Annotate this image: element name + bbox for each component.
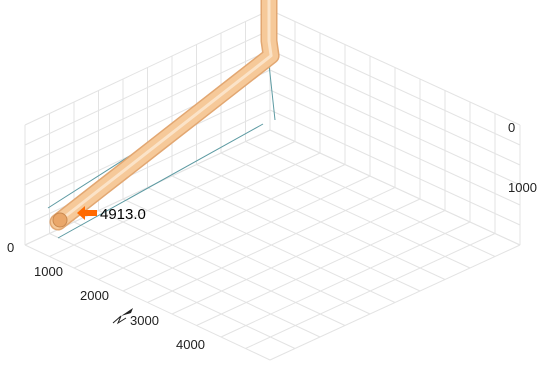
floor-grid-line xyxy=(220,221,471,338)
floor-grid-line xyxy=(122,198,371,315)
floor-grid-line xyxy=(73,221,321,338)
wall-grid-line xyxy=(24,29,271,146)
floor-grid-line xyxy=(196,210,446,326)
left-axis-tick-label: 3000 xyxy=(130,313,159,328)
floor-grid-line xyxy=(269,244,521,361)
wellbore-tube xyxy=(49,0,280,231)
floor-grid-line xyxy=(245,233,496,349)
wall-grid-line xyxy=(269,49,521,166)
wall-grid-line xyxy=(269,9,521,126)
wellbore-tube-highlight xyxy=(56,0,273,224)
md-annotation: 4913.0 xyxy=(77,206,146,223)
left-axis-tick-label: 0 xyxy=(7,240,14,255)
wall-grid-line xyxy=(24,49,271,166)
floor-projection-line xyxy=(57,123,264,239)
wall-grid-line xyxy=(269,29,521,146)
floor-grid-line xyxy=(171,198,421,315)
right-axis-tick-label: 0 xyxy=(508,120,515,135)
md-arrow-icon xyxy=(77,206,97,220)
right-axis-tick-label: 1000 xyxy=(508,180,537,195)
wellbore-end-cap xyxy=(52,212,68,228)
floor-grid-line xyxy=(98,210,346,326)
north-arrow-icon xyxy=(112,308,133,325)
wall-grid-line xyxy=(269,129,521,246)
left-axis-tick-label: 2000 xyxy=(80,288,109,303)
wall-grid-line xyxy=(269,109,521,226)
wall-grid-line xyxy=(269,89,521,206)
floor-grid-line xyxy=(24,244,271,361)
md-label: 4913.0 xyxy=(100,206,146,223)
floor-grid-line xyxy=(49,233,296,349)
wellbore-tube-body xyxy=(51,0,279,229)
floor-grid-line xyxy=(147,187,396,303)
wall-grid-line xyxy=(24,9,271,126)
wall-grid-line xyxy=(269,69,521,186)
side-projection-line xyxy=(47,149,140,209)
tick-labels: 0 1000 2000 3000 4000 0 1000 xyxy=(7,120,537,352)
left-axis-tick-label: 4000 xyxy=(176,337,205,352)
left-axis-tick-label: 1000 xyxy=(34,264,63,279)
